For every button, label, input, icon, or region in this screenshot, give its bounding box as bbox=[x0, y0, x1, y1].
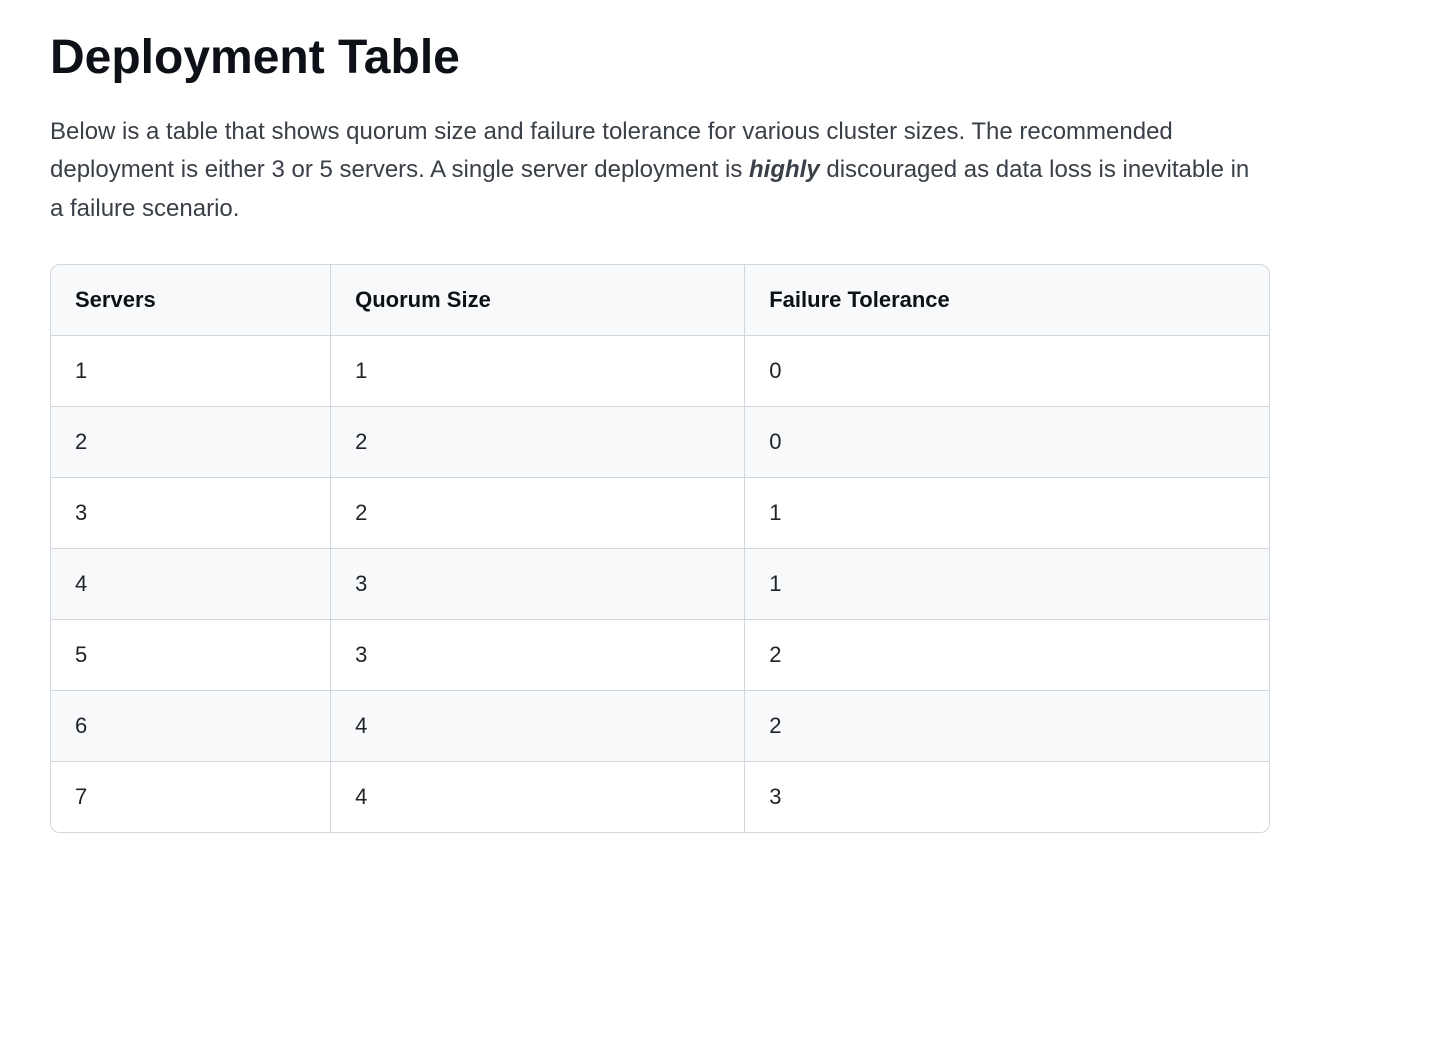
cell-servers: 5 bbox=[51, 620, 331, 691]
table-row: 5 3 2 bbox=[51, 620, 1269, 691]
cell-failure: 3 bbox=[745, 762, 1269, 832]
table-row: 2 2 0 bbox=[51, 407, 1269, 478]
col-header-servers: Servers bbox=[51, 265, 331, 336]
table-row: 7 4 3 bbox=[51, 762, 1269, 832]
deployment-table: Servers Quorum Size Failure Tolerance 1 … bbox=[50, 264, 1270, 833]
table-row: 3 2 1 bbox=[51, 478, 1269, 549]
cell-quorum: 2 bbox=[331, 478, 745, 549]
cell-failure: 2 bbox=[745, 620, 1269, 691]
cell-quorum: 4 bbox=[331, 691, 745, 762]
cell-quorum: 3 bbox=[331, 620, 745, 691]
col-header-quorum: Quorum Size bbox=[331, 265, 745, 336]
table-row: 4 3 1 bbox=[51, 549, 1269, 620]
cell-failure: 0 bbox=[745, 407, 1269, 478]
intro-paragraph: Below is a table that shows quorum size … bbox=[50, 113, 1250, 228]
cell-failure: 2 bbox=[745, 691, 1269, 762]
cell-quorum: 4 bbox=[331, 762, 745, 832]
cell-quorum: 3 bbox=[331, 549, 745, 620]
table-row: 6 4 2 bbox=[51, 691, 1269, 762]
cell-failure: 1 bbox=[745, 549, 1269, 620]
cell-servers: 7 bbox=[51, 762, 331, 832]
cell-servers: 2 bbox=[51, 407, 331, 478]
cell-servers: 3 bbox=[51, 478, 331, 549]
cell-failure: 0 bbox=[745, 336, 1269, 407]
cell-failure: 1 bbox=[745, 478, 1269, 549]
intro-emphasis: highly bbox=[749, 156, 820, 183]
cell-servers: 6 bbox=[51, 691, 331, 762]
cell-quorum: 2 bbox=[331, 407, 745, 478]
cell-servers: 1 bbox=[51, 336, 331, 407]
page-title: Deployment Table bbox=[50, 30, 1390, 85]
table-header-row: Servers Quorum Size Failure Tolerance bbox=[51, 265, 1269, 336]
cell-quorum: 1 bbox=[331, 336, 745, 407]
table-row: 1 1 0 bbox=[51, 336, 1269, 407]
col-header-failure: Failure Tolerance bbox=[745, 265, 1269, 336]
cell-servers: 4 bbox=[51, 549, 331, 620]
